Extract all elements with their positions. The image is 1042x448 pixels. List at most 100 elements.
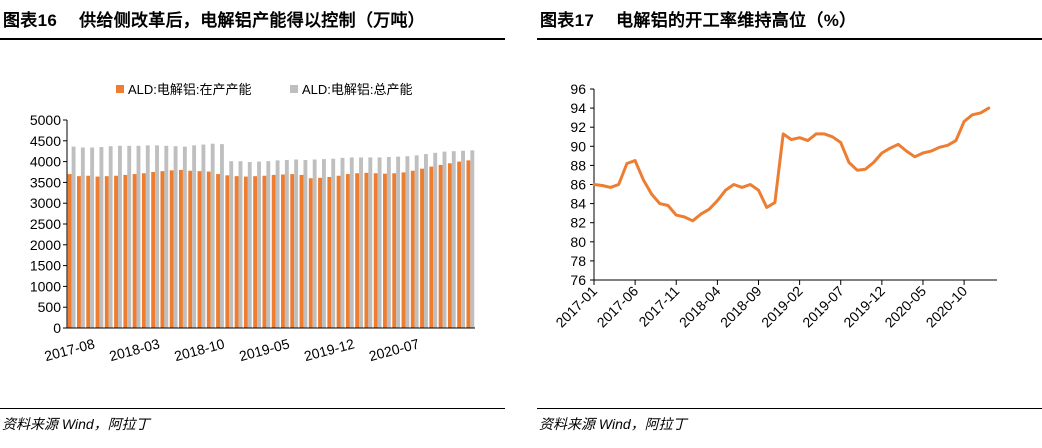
y-tick-label: 1500 <box>30 258 61 274</box>
right-figure-number: 图表17 <box>540 11 595 30</box>
bar-active <box>308 178 313 328</box>
right-bottom-rule <box>537 408 1042 409</box>
x-tick-label: 2018-10 <box>172 335 226 364</box>
y-tick-label: 5000 <box>30 112 61 128</box>
y-tick-label: 3500 <box>30 174 61 190</box>
bar-total <box>303 159 308 328</box>
y-tick-label: 82 <box>570 215 586 231</box>
bar-active <box>336 175 341 328</box>
y-tick-label: 3000 <box>30 195 61 211</box>
bar-active <box>179 169 183 328</box>
x-tick-label: 2017-11 <box>635 283 682 330</box>
bar-active <box>169 170 174 328</box>
bar-active <box>197 171 202 328</box>
bar-total <box>424 154 428 328</box>
utilization-line <box>592 106 991 223</box>
y-tick-label: 90 <box>570 138 586 154</box>
bar-total <box>275 160 280 328</box>
right-figure: 图表17 电解铝的开工率维持高位（%） 76 78 80 82 84 86 88 90 92 94 9… <box>537 0 1042 448</box>
y-tick-label: 76 <box>570 272 586 288</box>
right-figure-caption: 电解铝的开工率维持高位（%） <box>616 11 857 30</box>
right-top-rule <box>537 38 1042 40</box>
x-tick-label: 2017-01 <box>552 283 600 331</box>
bar-total <box>145 145 150 328</box>
bar-active <box>345 174 350 328</box>
bar-total <box>461 150 465 328</box>
bar-total <box>210 143 215 328</box>
left-figure-caption: 供给侧改革后，电解铝产能得以控制（万吨） <box>79 11 426 30</box>
y-tick-label: 86 <box>570 177 586 193</box>
y-tick-label: 4500 <box>30 133 61 149</box>
bar-total <box>340 157 345 328</box>
right-figure-title: 图表17 电解铝的开工率维持高位（%） <box>540 6 856 31</box>
y-tick-label: 0 <box>53 320 61 336</box>
y-tick-label: 94 <box>570 100 586 116</box>
bar-active <box>151 172 156 328</box>
bar-active <box>373 173 378 328</box>
x-tick-label: 2020-10 <box>923 283 971 331</box>
legend-label-2: ALD:电解铝:总产能 <box>302 82 413 97</box>
x-tick-label: 2018-09 <box>717 283 765 331</box>
bar-active <box>429 166 434 328</box>
bar-total <box>247 162 252 328</box>
x-tick-label: 2019-05 <box>237 335 291 364</box>
bar-active <box>160 171 165 328</box>
bar-total <box>386 157 391 328</box>
x-tick-label: 2020-05 <box>881 283 929 331</box>
bar-active <box>364 172 369 328</box>
left-figure: 图表16 供给侧改革后，电解铝产能得以控制（万吨） ALD:电解铝:在产产能 ALD… <box>0 0 505 448</box>
bar-total <box>331 158 336 328</box>
bar-total <box>201 144 206 328</box>
bar-total <box>396 156 401 328</box>
bar-total <box>470 150 475 328</box>
bar-active <box>262 175 267 328</box>
bar-active <box>318 177 322 328</box>
bar-active <box>141 173 146 328</box>
x-tick-label: 2019-07 <box>799 283 847 331</box>
bar-active <box>225 175 230 328</box>
x-tick-label: 2019-12 <box>302 335 356 364</box>
left-figure-title: 图表16 供给侧改革后，电解铝产能得以控制（万吨） <box>3 6 425 31</box>
bar-active <box>410 170 415 328</box>
bar-total <box>155 145 159 328</box>
bar-active <box>216 174 220 328</box>
bar-total <box>90 147 95 328</box>
bar-total <box>238 161 243 328</box>
bar-active <box>355 173 360 328</box>
bar-active <box>420 168 424 328</box>
bar-total <box>80 147 85 328</box>
y-tick-label: 88 <box>570 157 586 173</box>
y-tick-label: 1000 <box>30 278 61 294</box>
bar-total <box>294 159 299 328</box>
bar-active <box>383 173 387 328</box>
bar-total <box>359 157 363 328</box>
bar-total <box>71 146 76 328</box>
bar-total <box>377 157 382 328</box>
bar-active <box>114 175 118 328</box>
bar-total <box>442 151 447 328</box>
bar-total <box>414 155 419 328</box>
capacity-bar-chart: ALD:电解铝:在产产能 ALD:电解铝:总产能 0 500 1000 1500 2000 2… <box>30 82 475 364</box>
bar-active <box>299 174 304 328</box>
y-tick-label: 92 <box>570 119 586 135</box>
bar-total <box>164 145 169 328</box>
bar-total <box>99 147 104 328</box>
bar-active <box>271 174 276 328</box>
y-tick-label: 84 <box>570 196 586 212</box>
bar-active <box>438 164 443 328</box>
right-source-note: 资料来源 Wind，阿拉丁 <box>539 416 687 432</box>
bar-total <box>229 161 234 328</box>
bar-total <box>349 157 354 328</box>
bar-active <box>104 176 109 328</box>
bar-active <box>290 174 295 328</box>
y-tick-label: 80 <box>570 234 586 250</box>
x-tick-label: 2020-07 <box>367 335 421 364</box>
bar-active <box>457 161 462 328</box>
y-tick-label: 4000 <box>30 154 61 170</box>
legend-label-1: ALD:电解铝:在产产能 <box>128 82 252 97</box>
legend-swatch-2 <box>290 85 298 93</box>
bar-total <box>220 144 224 328</box>
bar-total <box>266 161 271 328</box>
utilization-line-chart: 76 78 80 82 84 86 88 90 92 94 96 2017-012017-062017… <box>552 81 997 331</box>
bar-total <box>173 146 178 328</box>
